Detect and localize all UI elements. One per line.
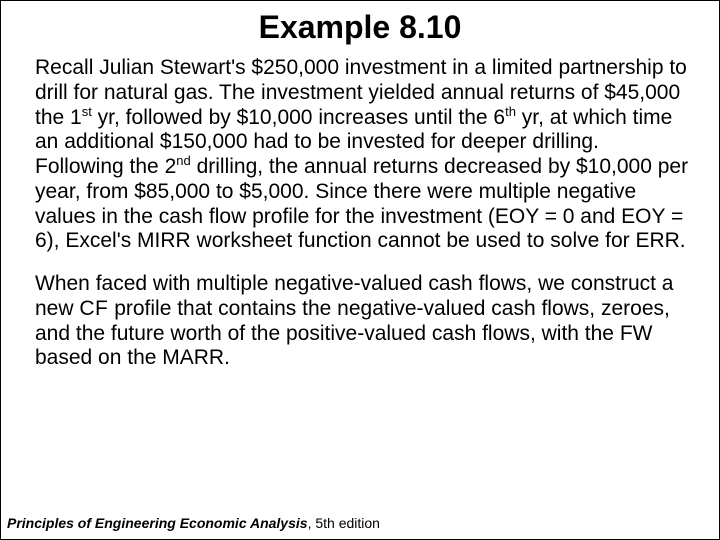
footer-text: Principles of Engineering Economic Analy…	[7, 515, 380, 531]
paragraph-1: Recall Julian Stewart's $250,000 investm…	[35, 56, 693, 254]
slide-container: Example 8.10 Recall Julian Stewart's $25…	[0, 0, 720, 540]
slide-title: Example 8.10	[27, 9, 693, 46]
footer-book-title: Principles of Engineering Economic Analy…	[7, 515, 308, 531]
footer-edition: , 5th edition	[308, 515, 380, 531]
paragraph-2: When faced with multiple negative-valued…	[35, 272, 693, 371]
